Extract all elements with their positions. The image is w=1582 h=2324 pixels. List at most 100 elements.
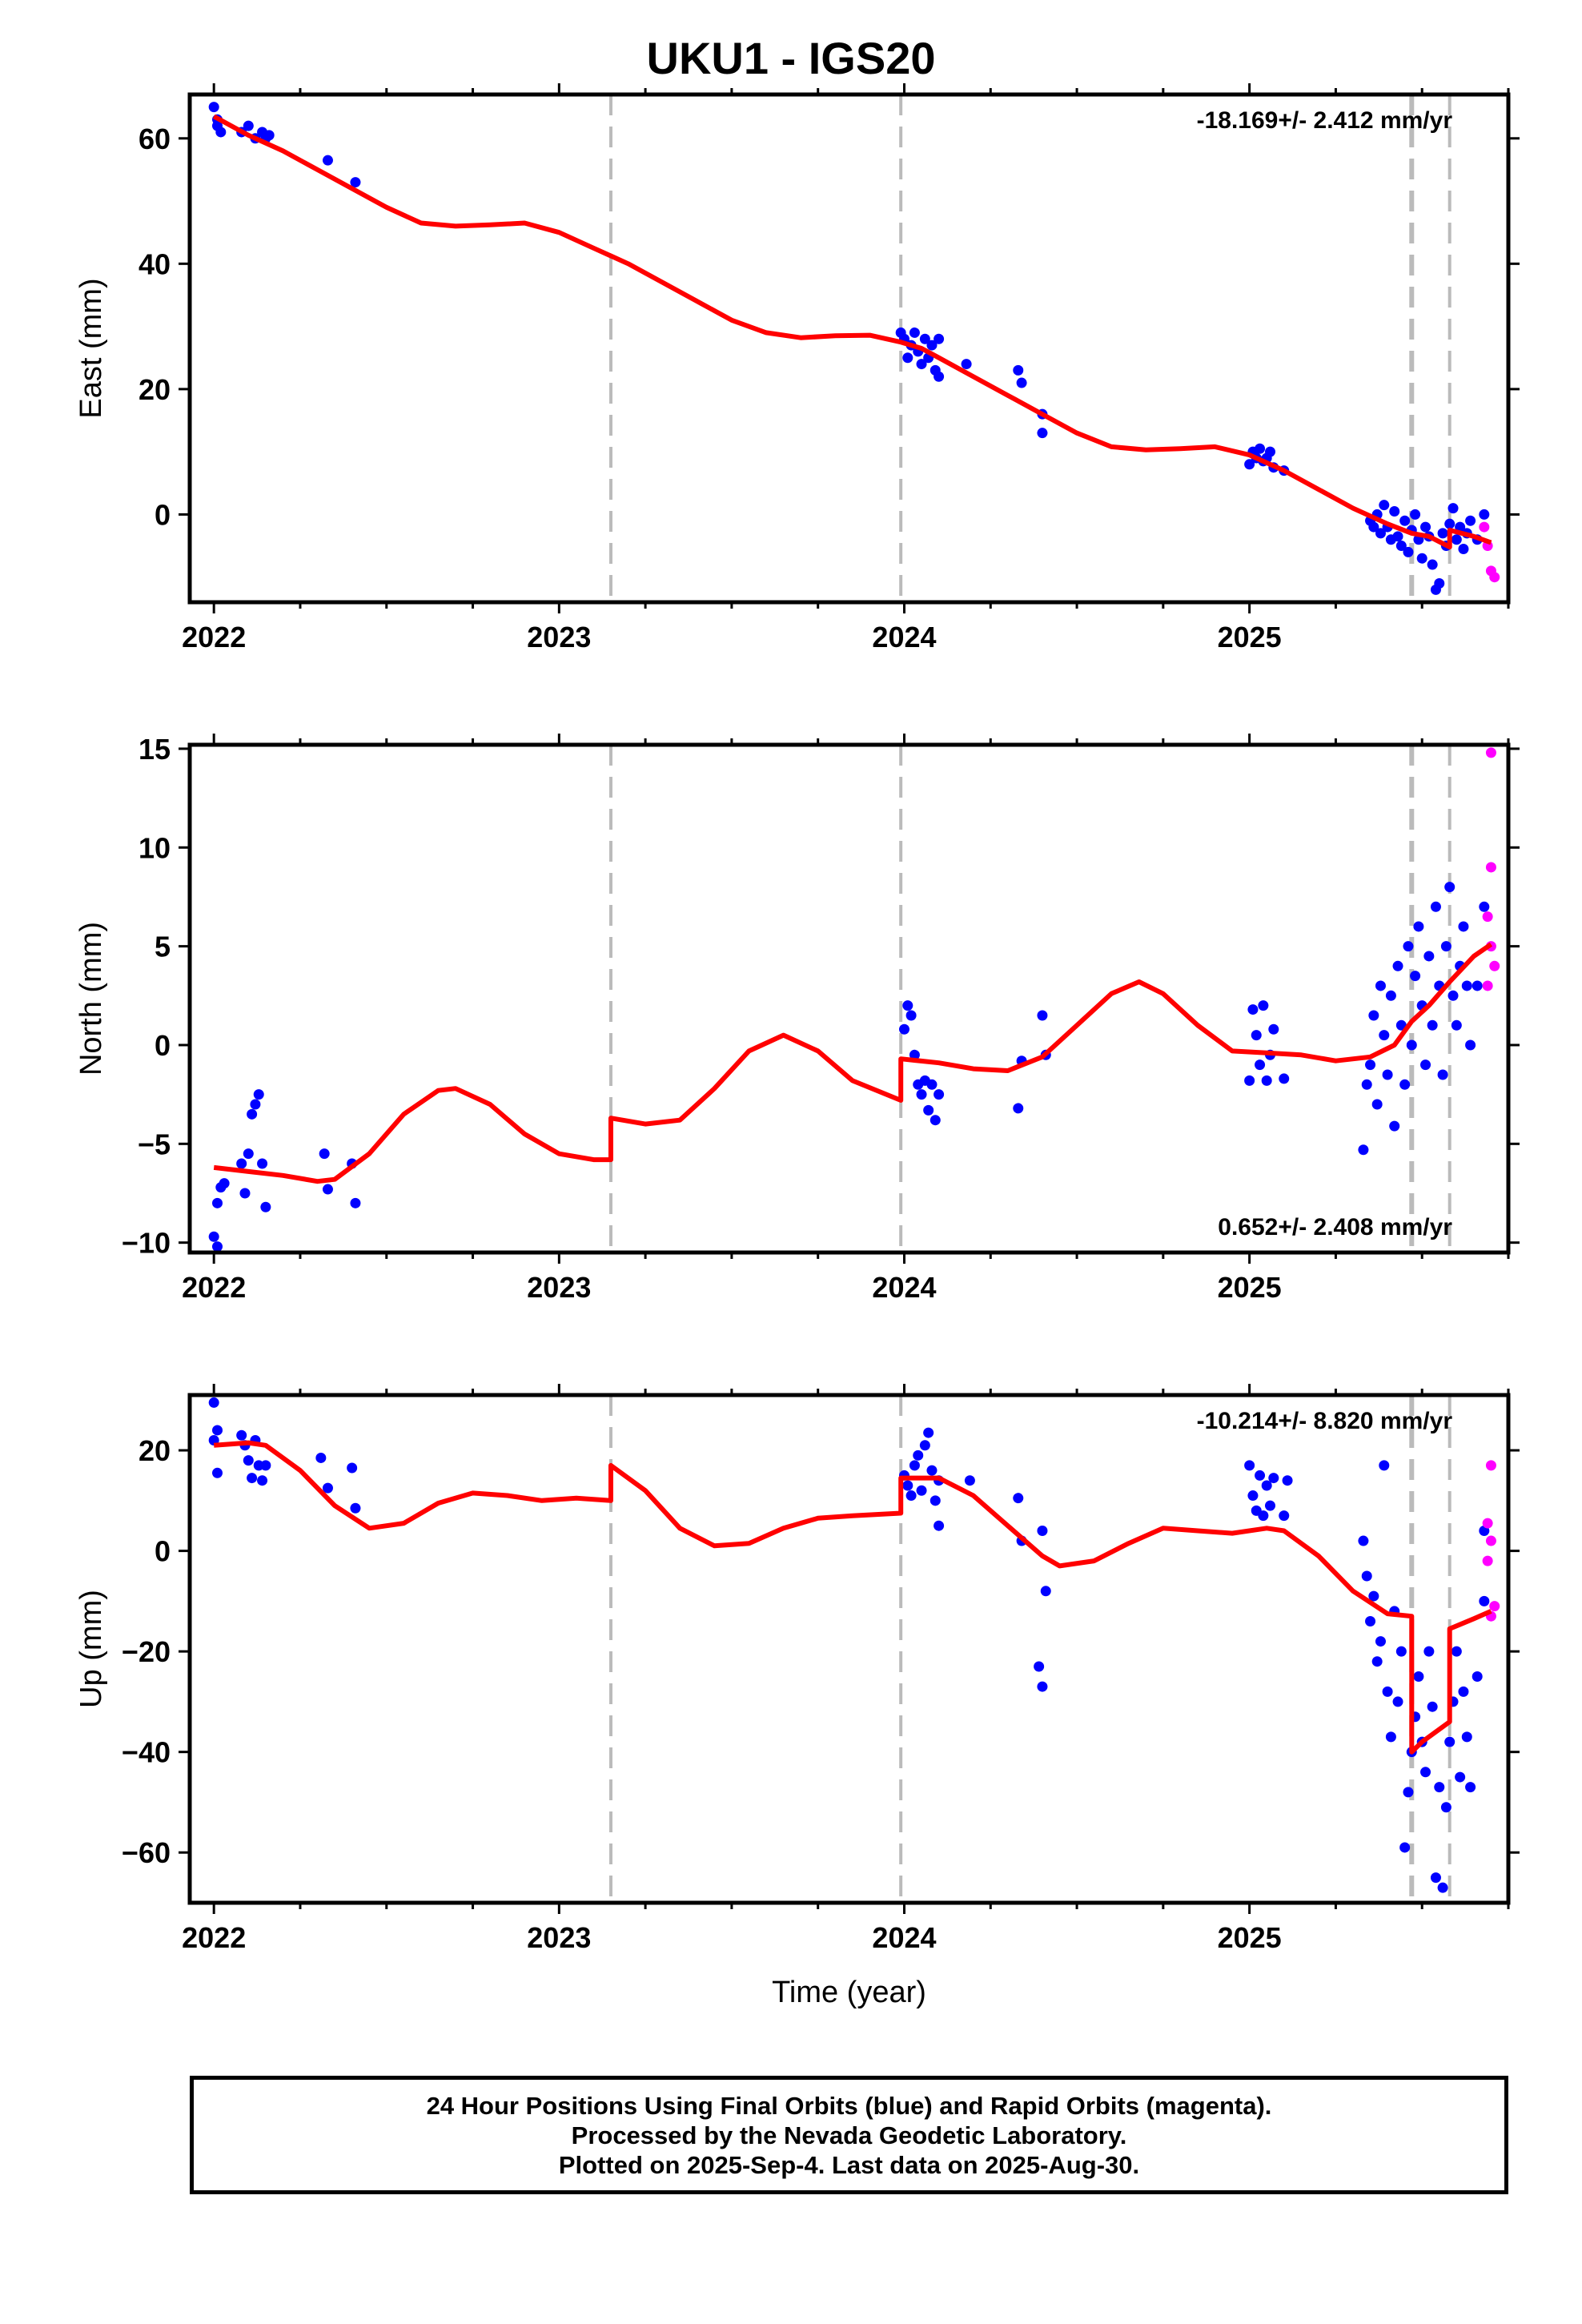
- final-orbit-point: [898, 1023, 909, 1035]
- final-orbit-point: [1427, 559, 1438, 570]
- final-orbit-point: [909, 1049, 920, 1060]
- final-orbit-point: [930, 1115, 941, 1126]
- rapid-orbit-point: [1489, 960, 1500, 971]
- y-tick-label: −5: [138, 1128, 171, 1160]
- final-orbit-point: [1385, 1731, 1396, 1743]
- caption-line-plotted: Plotted on 2025-Sep-4. Last data on 2025…: [558, 2151, 1140, 2179]
- final-orbit-point: [1434, 1782, 1445, 1793]
- final-orbit-point: [1279, 1073, 1290, 1084]
- y-tick-label: 40: [139, 247, 171, 280]
- x-tick-label: 2023: [527, 1271, 591, 1304]
- final-orbit-point: [1451, 534, 1462, 545]
- final-orbit-point: [1437, 528, 1448, 539]
- final-orbit-point: [1423, 951, 1435, 962]
- final-orbit-point: [1451, 1019, 1462, 1031]
- caption-line-processed: Processed by the Nevada Geodetic Laborat…: [571, 2121, 1127, 2149]
- x-tick-label: 2023: [527, 1921, 591, 1954]
- y-tick-label: 0: [155, 1535, 171, 1568]
- rapid-orbit-point: [1489, 1601, 1500, 1612]
- final-orbit-point: [1437, 1069, 1448, 1080]
- final-orbit-point: [1447, 990, 1459, 1001]
- x-tick-label: 2022: [182, 1271, 246, 1304]
- y-tick-label: −20: [122, 1635, 171, 1668]
- rapid-orbit-point: [1482, 980, 1493, 991]
- final-orbit-point: [1255, 443, 1266, 454]
- final-orbit-point: [1472, 980, 1483, 991]
- final-orbit-point: [247, 1473, 258, 1484]
- final-orbit-point: [1395, 541, 1407, 552]
- final-orbit-point: [923, 1104, 934, 1116]
- final-orbit-point: [919, 1440, 930, 1451]
- final-orbit-point: [243, 1455, 254, 1466]
- final-orbit-point: [243, 120, 254, 131]
- final-orbit-point: [1265, 446, 1276, 457]
- final-orbit-point: [1451, 1646, 1462, 1657]
- final-orbit-point: [1479, 901, 1490, 912]
- final-orbit-point: [1479, 509, 1490, 520]
- plot-frame: [187, 92, 1511, 605]
- chart-title: UKU1 - IGS20: [646, 33, 936, 83]
- final-orbit-point: [1244, 1075, 1255, 1086]
- y-tick-label: −10: [122, 1227, 171, 1260]
- final-orbit-point: [1434, 578, 1445, 589]
- final-orbit-point: [926, 340, 938, 351]
- final-orbit-point: [1251, 1030, 1262, 1041]
- final-orbit-point: [1410, 509, 1421, 520]
- y-tick-label: 15: [139, 733, 171, 766]
- final-orbit-point: [1379, 1460, 1390, 1471]
- y-tick-label: −60: [122, 1836, 171, 1869]
- final-orbit-point: [934, 371, 945, 382]
- final-orbit-point: [257, 1158, 268, 1169]
- plot-frame: [187, 1393, 1511, 1905]
- y-tick-label: 20: [139, 373, 171, 406]
- final-orbit-point: [1479, 1595, 1490, 1606]
- x-tick-label: 2025: [1218, 621, 1282, 653]
- final-orbit-point: [350, 1502, 361, 1514]
- panel-up: 2022 2023 2024 2025 −60 −40 −20 0 20 Up (mm) Time …: [74, 1384, 1520, 2009]
- final-orbit-point: [1379, 500, 1390, 511]
- final-orbit-point: [1375, 528, 1386, 539]
- final-orbit-point: [1013, 364, 1024, 376]
- final-orbit-point: [1040, 1586, 1051, 1597]
- final-orbit-point: [1444, 518, 1456, 529]
- final-orbit-point: [260, 1201, 271, 1212]
- final-orbit-point: [1361, 1079, 1372, 1090]
- final-orbit-point: [1361, 1570, 1372, 1582]
- final-orbit-point: [1037, 428, 1048, 439]
- final-orbit-point: [1447, 503, 1459, 514]
- final-orbit-point: [1458, 543, 1469, 554]
- velocity-rate-label: 0.652+/- 2.408 mm/yr: [1218, 1214, 1452, 1240]
- chart-area: 2022 2023 2024 2025 0 20 40 60 East (mm) -18.169+…: [74, 83, 1520, 2009]
- final-orbit-point: [1420, 1059, 1431, 1071]
- rapid-orbit-point: [1482, 911, 1493, 923]
- final-orbit-point: [1406, 1039, 1417, 1051]
- final-orbit-point: [1282, 1475, 1293, 1486]
- final-orbit-point: [1247, 1490, 1259, 1502]
- final-orbit-point: [961, 359, 972, 370]
- final-orbit-point: [1037, 1010, 1048, 1021]
- final-orbit-point: [350, 177, 361, 188]
- rapid-orbit-point: [1485, 747, 1496, 758]
- final-orbit-point: [926, 1465, 938, 1476]
- final-orbit-point: [1413, 1671, 1424, 1683]
- final-orbit-point: [211, 1467, 223, 1478]
- data-points: [208, 1397, 1500, 1893]
- final-orbit-point: [219, 1178, 230, 1189]
- final-orbit-point: [1375, 980, 1386, 991]
- final-orbit-point: [1455, 521, 1466, 533]
- final-orbit-point: [1444, 882, 1456, 893]
- y-tick-label: 0: [155, 1029, 171, 1062]
- final-orbit-point: [1465, 515, 1476, 526]
- final-orbit-point: [902, 1000, 913, 1011]
- final-orbit-point: [211, 1241, 223, 1252]
- final-orbit-point: [1016, 377, 1027, 388]
- final-orbit-point: [1399, 515, 1411, 526]
- final-orbit-point: [1358, 1535, 1369, 1546]
- x-tick-label: 2024: [872, 1921, 936, 1954]
- final-orbit-point: [1268, 1473, 1279, 1484]
- panel-north: 2022 2023 2024 2025 −10 −5 0 5 10 15 North (mm) 0.6…: [74, 733, 1520, 1304]
- final-orbit-point: [260, 1460, 271, 1471]
- final-orbit-point: [1371, 1099, 1383, 1110]
- final-orbit-point: [1244, 459, 1255, 470]
- y-axis-title: Up (mm): [74, 1590, 108, 1708]
